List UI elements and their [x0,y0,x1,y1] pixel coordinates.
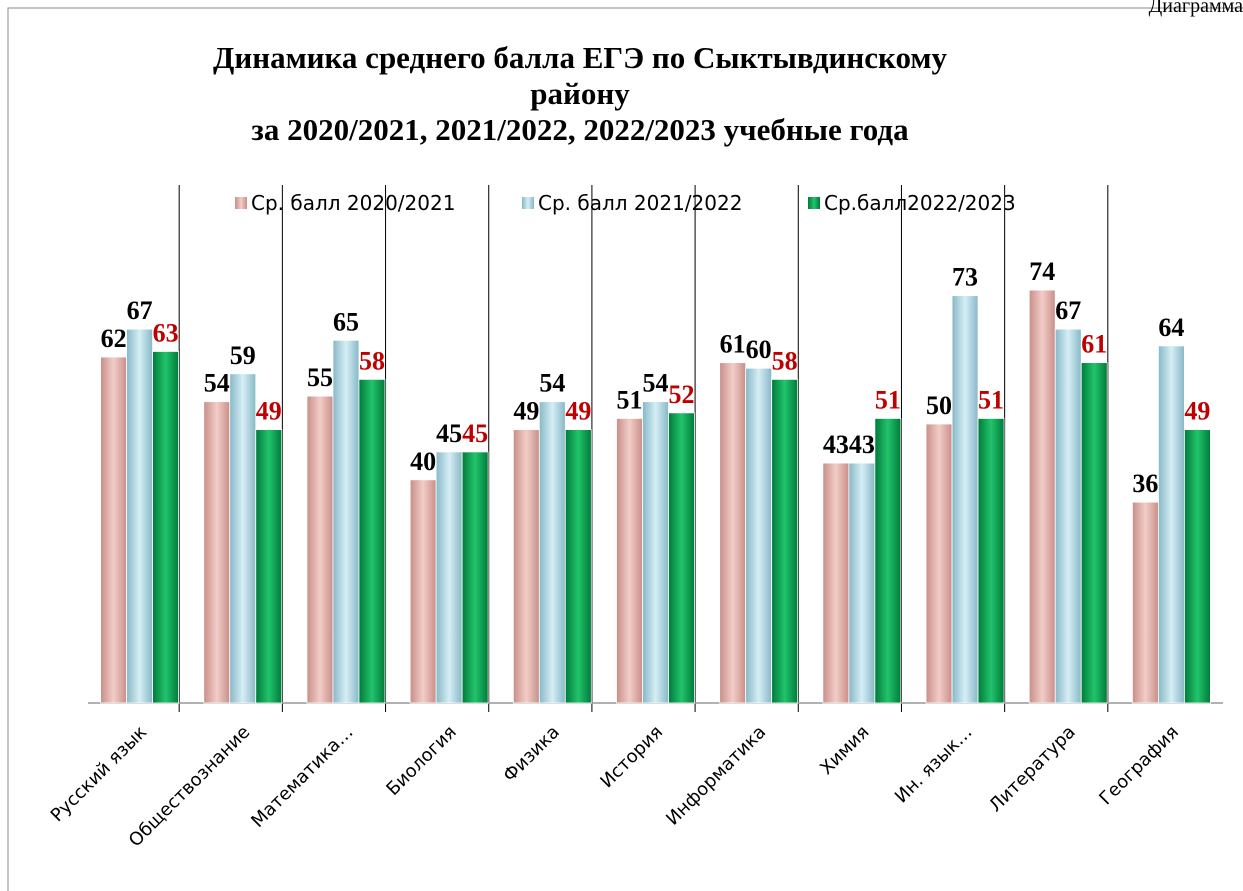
x-tick-label: История [596,722,667,793]
bar [1080,362,1108,704]
data-label: 64 [1158,313,1184,342]
x-tick-label: Ин. язык… [891,722,977,808]
chart-title: за 2020/2021, 2021/2022, 2022/2023 учебн… [251,112,909,147]
data-label: 54 [204,369,230,398]
bar [874,418,902,704]
bar [951,295,979,704]
x-tick-label: Литература [985,722,1080,817]
data-label: 52 [669,380,695,409]
data-label: 62 [101,324,127,353]
legend-label: Ср. балл 2021/2022 [538,191,742,215]
data-label: 61 [1081,330,1107,359]
bar [126,328,153,704]
bar [1184,429,1211,704]
bar [538,401,566,704]
x-tick-label: Математика… [247,722,357,832]
legend-swatch [522,197,534,209]
bar [564,429,592,704]
data-label: 51 [978,385,1004,414]
data-label: 74 [1029,257,1055,286]
bar [1132,501,1159,704]
x-tick-label: География [1095,722,1183,810]
bar [512,429,540,704]
bar [152,351,179,704]
data-label: 50 [926,391,952,420]
data-label: 60 [746,335,772,364]
data-label: 67 [127,296,153,325]
bar [358,378,386,704]
bar [332,339,360,704]
bar [616,418,643,704]
bar [306,395,334,704]
x-tick-label: Информатика [662,722,770,830]
bar [203,401,231,704]
data-label: 65 [333,307,359,336]
data-label: 45 [462,419,488,448]
bar [100,356,127,704]
bar [1054,328,1082,704]
bar [771,378,799,704]
x-tick-label: Русский язык [47,722,152,827]
data-label: 73 [952,263,978,292]
data-label: 59 [230,341,256,370]
bar [745,367,773,704]
bar [822,462,850,704]
data-label: 61 [720,330,746,359]
data-label: 55 [307,363,333,392]
data-label: 51 [875,385,901,414]
data-label: 58 [772,346,798,375]
legend-label: Ср. балл 2020/2021 [251,191,455,215]
bar [229,373,257,704]
data-label: 58 [359,346,385,375]
legend-label: Ср.балл2022/2023 [824,191,1016,215]
data-label: 49 [256,397,282,426]
data-label: 49 [1184,397,1210,426]
bar [719,362,747,704]
bar [1158,345,1185,704]
bar [1028,289,1056,704]
data-label: 54 [539,369,565,398]
bar [668,412,695,704]
data-label: 63 [153,318,179,347]
bar [255,429,283,704]
bar [461,451,489,704]
bar [848,462,876,704]
data-label: 43 [849,430,875,459]
data-label: 67 [1055,296,1081,325]
data-label: 49 [513,397,539,426]
bar [977,418,1005,704]
x-tick-label: Биология [382,722,460,800]
data-label: 45 [436,419,462,448]
data-label: 51 [617,385,643,414]
data-label: 49 [565,397,591,426]
data-label: 40 [410,447,436,476]
data-label: 54 [643,369,669,398]
caption: Диаграмма [1149,0,1243,17]
x-tick-label: Физика [499,722,564,787]
frame [7,7,1243,891]
data-label: 36 [1132,469,1158,498]
chart-title: району [530,76,630,111]
x-tick-label: Химия [816,722,873,779]
chart-title: Динамика среднего балла ЕГЭ по Сыктывдин… [213,40,947,75]
bar [409,479,437,704]
bar [642,401,669,704]
bar [435,451,463,704]
legend-swatch [808,197,820,209]
legend-swatch [235,197,247,209]
data-label: 43 [823,430,849,459]
bar [925,423,953,704]
